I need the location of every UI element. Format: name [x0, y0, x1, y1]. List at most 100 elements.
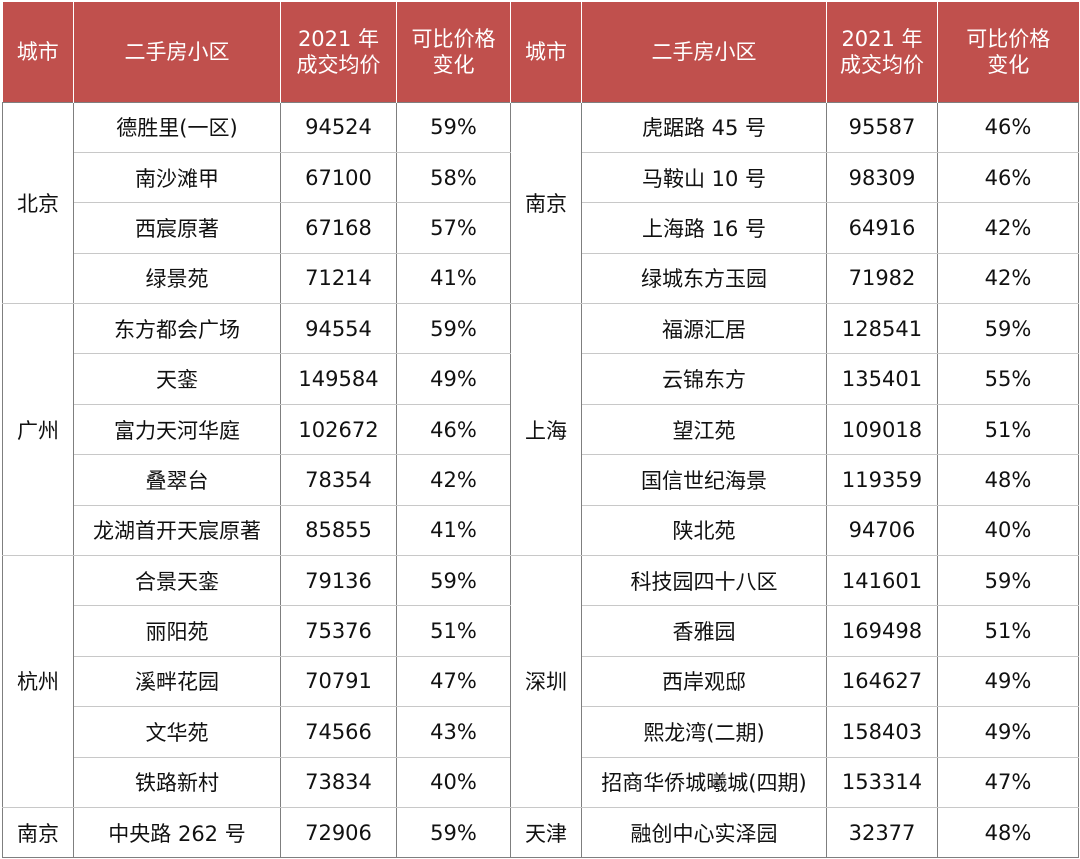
community-cell: 文华苑 [73, 706, 281, 758]
city-cell: 南京 [510, 101, 582, 305]
price-cell: 158403 [826, 706, 938, 758]
table-row: 西宸原著 67168 57% 上海路 16 号 64916 42% [3, 202, 1079, 254]
community-cell: 丽阳苑 [73, 605, 281, 657]
header-city-left: 城市 [2, 2, 74, 102]
change-cell: 46% [937, 151, 1079, 204]
price-cell: 70791 [280, 655, 397, 708]
change-cell: 46% [396, 403, 511, 456]
price-cell: 73834 [280, 756, 397, 808]
header-change-left: 可比价格 变化 [396, 2, 511, 102]
price-cell: 153314 [826, 756, 938, 808]
change-cell: 49% [937, 706, 1079, 758]
community-cell: 上海路 16 号 [581, 202, 827, 254]
change-cell: 59% [396, 101, 511, 153]
price-cell: 94706 [826, 504, 938, 557]
table-row: 南京 中央路 262 号 72906 59% 天津 融创中心实泽园 32377 … [2, 806, 1079, 859]
community-cell: 融创中心实泽园 [581, 806, 827, 859]
community-cell: 福源汇居 [581, 303, 827, 355]
header-city-right: 城市 [510, 2, 582, 102]
community-cell: 国信世纪海景 [581, 454, 827, 506]
change-cell: 49% [937, 655, 1079, 708]
price-cell: 67168 [280, 202, 397, 254]
price-cell: 98309 [826, 151, 938, 204]
header-change-right: 可比价格 变化 [937, 2, 1079, 102]
community-cell: 南沙滩甲 [73, 151, 281, 204]
header-change-line2: 变化 [432, 52, 475, 77]
city-cell: 杭州 [2, 555, 74, 808]
table-row: 文华苑 74566 43% 熙龙湾(二期) 158403 49% [3, 706, 1079, 758]
change-cell: 40% [937, 504, 1079, 557]
community-cell: 合景天銮 [73, 555, 281, 607]
change-cell: 49% [396, 353, 511, 405]
change-cell: 59% [396, 555, 511, 607]
change-cell: 47% [396, 655, 511, 708]
change-cell: 58% [396, 151, 511, 204]
table-row: 天銮 149584 49% 云锦东方 135401 55% [3, 353, 1079, 405]
table-row: 龙湖首开天宸原著 85855 41% 陕北苑 94706 40% [3, 504, 1079, 557]
table-row: 广州 东方都会广场 94554 59% 上海 福源汇居 128541 59% [2, 303, 1079, 557]
community-cell: 香雅园 [581, 605, 827, 657]
community-cell: 叠翠台 [73, 454, 281, 506]
change-cell: 59% [937, 303, 1079, 355]
price-cell: 74566 [280, 706, 397, 758]
city-cell: 深圳 [510, 555, 582, 808]
price-cell: 85855 [280, 504, 397, 557]
price-cell: 149584 [280, 353, 397, 405]
change-cell: 41% [396, 504, 511, 557]
community-cell: 陕北苑 [581, 504, 827, 557]
header-price-right: 2021 年成交均价 [826, 2, 938, 102]
city-cell: 南京 [2, 806, 74, 859]
change-cell: 46% [937, 101, 1079, 153]
price-cell: 109018 [826, 403, 938, 456]
header-price-line2: 成交均价 [840, 52, 924, 77]
price-cell: 79136 [280, 555, 397, 607]
city-cell: 上海 [510, 303, 582, 557]
header-community-left: 二手房小区 [73, 2, 281, 102]
price-cell: 72906 [280, 806, 397, 859]
community-cell: 熙龙湾(二期) [581, 706, 827, 758]
community-cell: 西岸观邸 [581, 655, 827, 708]
community-cell: 西宸原著 [73, 202, 281, 254]
table-row: 溪畔花园 70791 47% 西岸观邸 164627 49% [3, 655, 1079, 708]
price-cell: 71982 [826, 252, 938, 305]
city-cell: 广州 [2, 303, 74, 557]
community-cell: 望江苑 [581, 403, 827, 456]
city-cell: 北京 [2, 101, 74, 305]
community-cell: 马鞍山 10 号 [581, 151, 827, 204]
table-row: 铁路新村 73834 40% 招商华侨城曦城(四期) 153314 47% [3, 756, 1079, 808]
change-cell: 42% [937, 202, 1079, 254]
price-cell: 94524 [280, 101, 397, 153]
community-cell: 铁路新村 [73, 756, 281, 808]
price-cell: 135401 [826, 353, 938, 405]
change-cell: 59% [396, 806, 511, 859]
header-price-line1: 2021 年 [841, 26, 923, 51]
header-change-line1: 可比价格 [966, 26, 1051, 51]
community-cell: 东方都会广场 [73, 303, 281, 355]
community-cell: 富力天河华庭 [73, 403, 281, 456]
table-row: 丽阳苑 75376 51% 香雅园 169498 51% [3, 605, 1079, 657]
price-cell: 95587 [826, 101, 938, 153]
community-cell: 绿景苑 [73, 252, 281, 305]
price-cell: 94554 [280, 303, 397, 355]
change-cell: 47% [937, 756, 1079, 808]
table-row: 绿景苑 71214 41% 绿城东方玉园 71982 42% [3, 252, 1079, 305]
header-price-line2: 成交均价 [296, 52, 381, 77]
price-cell: 71214 [280, 252, 397, 305]
price-cell: 169498 [826, 605, 938, 657]
table-body: 北京 德胜里(一区) 94524 59% 南京 虎踞路 45 号 95587 4… [2, 101, 1079, 859]
table-row: 杭州 合景天銮 79136 59% 深圳 科技园四十八区 141601 59% [2, 555, 1079, 808]
community-cell: 龙湖首开天宸原著 [73, 504, 281, 557]
price-cell: 64916 [826, 202, 938, 254]
community-cell: 溪畔花园 [73, 655, 281, 708]
change-cell: 43% [396, 706, 511, 758]
community-cell: 招商华侨城曦城(四期) [581, 756, 827, 808]
change-cell: 41% [396, 252, 511, 305]
price-cell: 128541 [826, 303, 938, 355]
price-cell: 67100 [280, 151, 397, 204]
city-cell: 天津 [510, 806, 582, 859]
change-cell: 48% [937, 454, 1079, 506]
price-cell: 32377 [826, 806, 938, 859]
table-row: 叠翠台 78354 42% 国信世纪海景 119359 48% [3, 454, 1079, 506]
price-cell: 75376 [280, 605, 397, 657]
